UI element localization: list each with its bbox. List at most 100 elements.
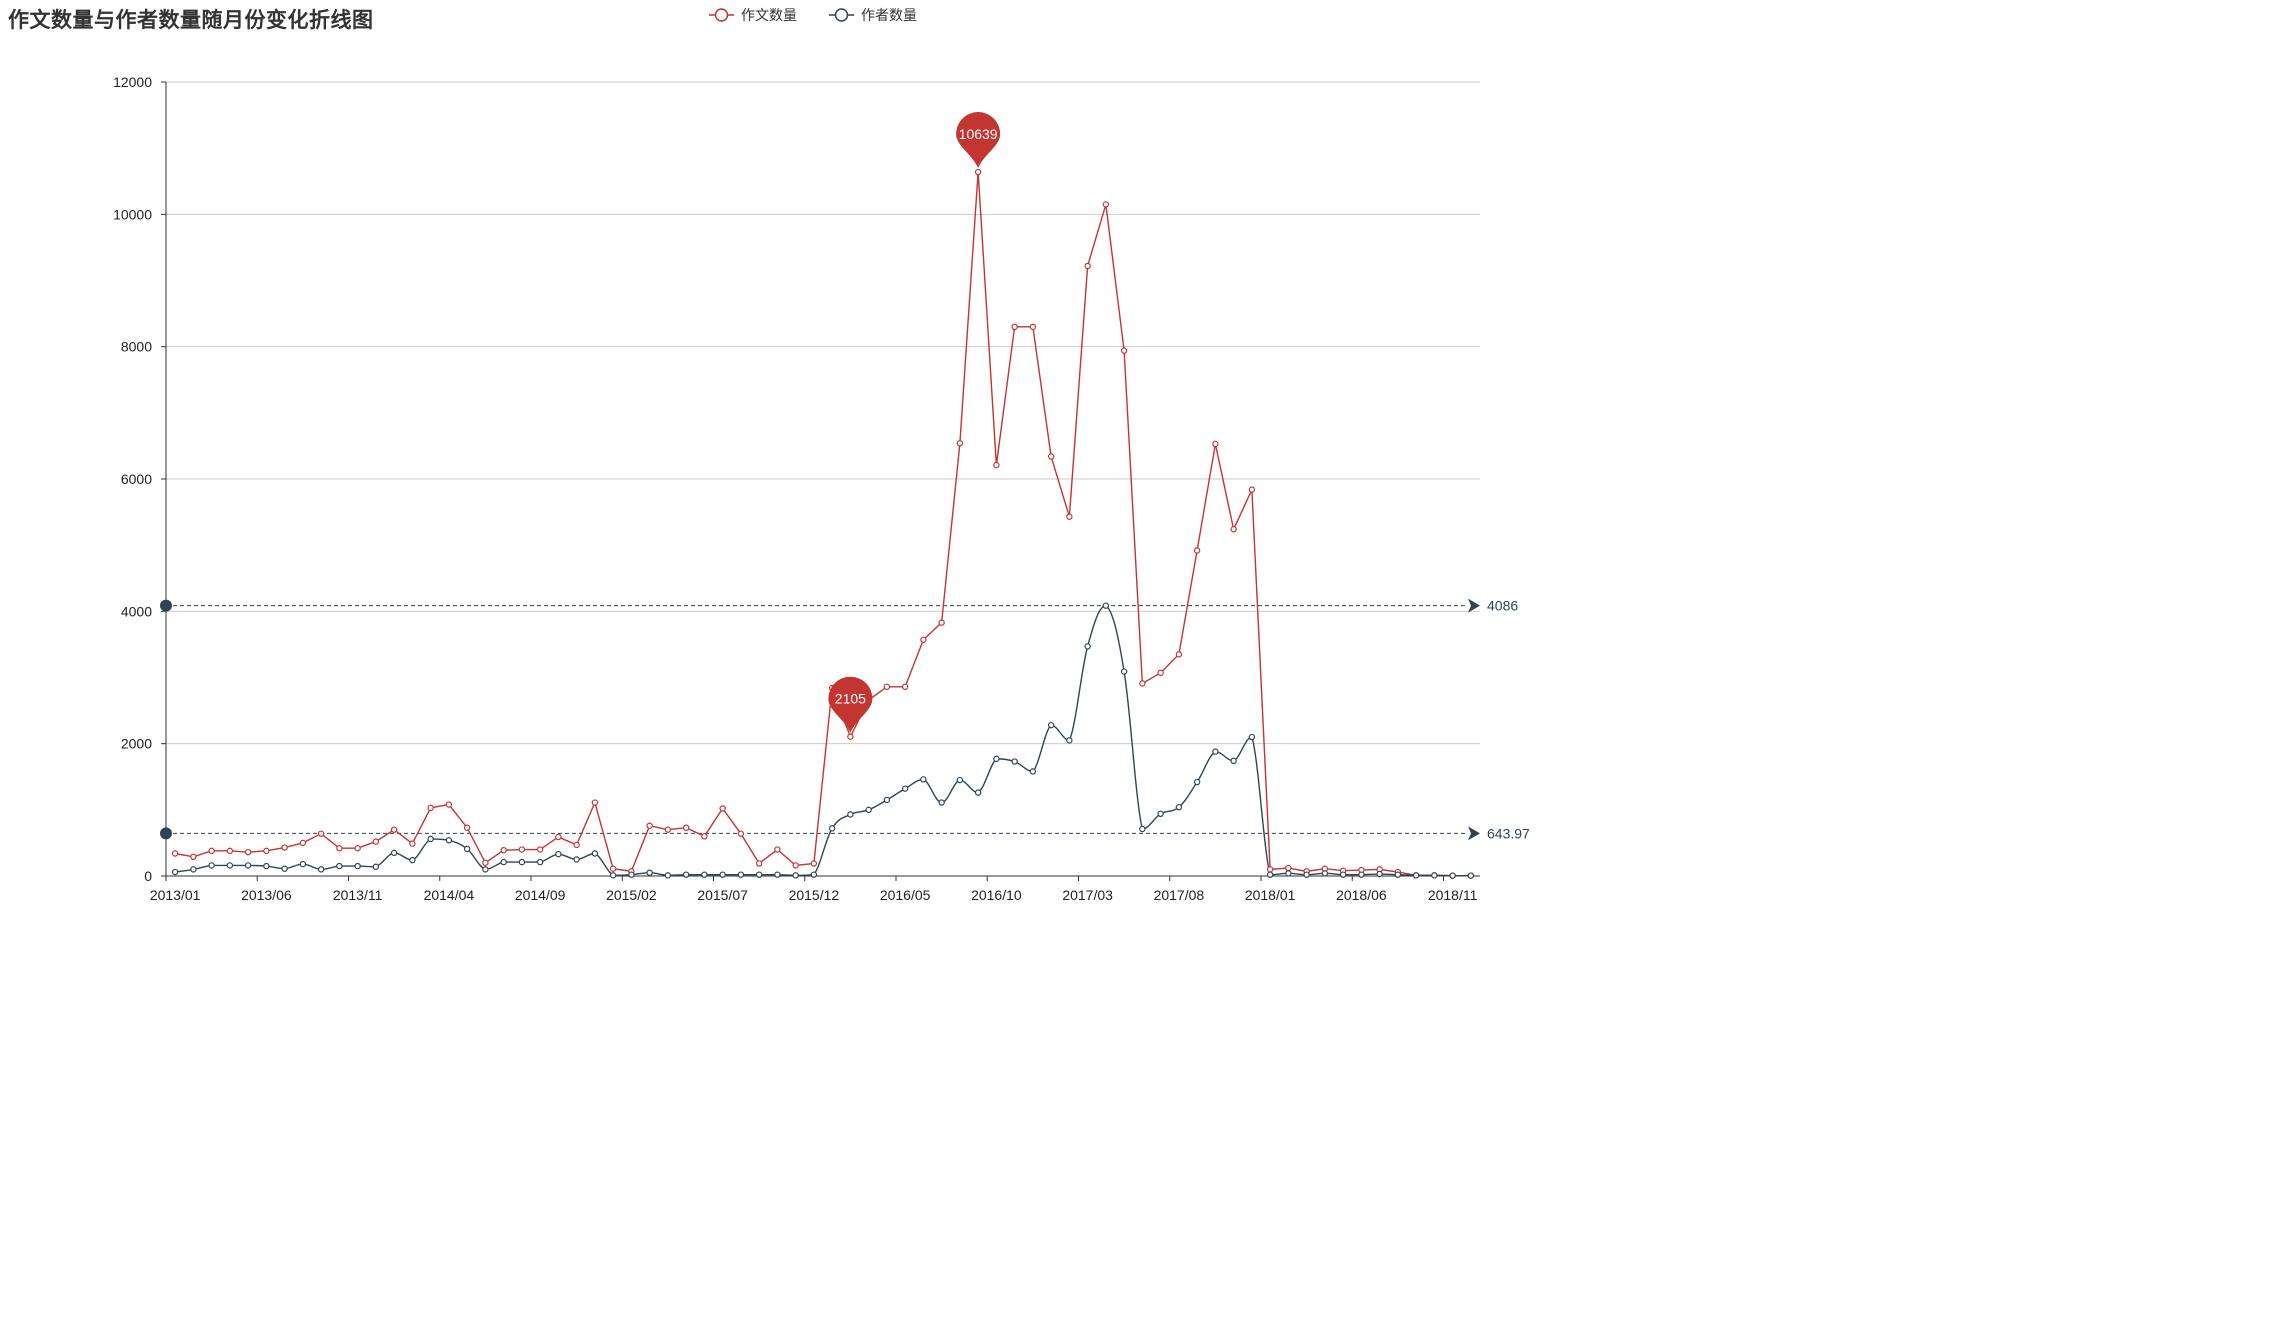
data-point[interactable] — [755, 860, 763, 867]
data-point[interactable] — [865, 806, 872, 814]
data-point[interactable] — [171, 868, 179, 876]
legend-item-2[interactable]: 作者数量 — [829, 8, 917, 24]
data-point[interactable] — [591, 799, 599, 806]
data-point[interactable] — [1449, 872, 1456, 879]
data-point[interactable] — [682, 824, 690, 831]
data-point[interactable] — [244, 848, 252, 856]
data-point[interactable] — [956, 440, 964, 447]
data-point[interactable] — [336, 845, 343, 852]
data-point[interactable] — [1303, 871, 1310, 878]
data-point[interactable] — [883, 796, 891, 804]
data-point[interactable] — [463, 824, 471, 831]
data-point[interactable] — [1066, 513, 1073, 520]
data-point[interactable] — [1358, 871, 1365, 878]
data-point[interactable] — [609, 865, 617, 872]
data-point[interactable] — [299, 839, 307, 847]
legend-item-1[interactable]: 作文数量 — [709, 8, 797, 24]
data-point[interactable] — [646, 869, 653, 876]
data-point[interactable] — [646, 822, 653, 829]
data-point[interactable] — [208, 862, 215, 869]
data-point[interactable] — [1066, 737, 1073, 744]
data-point[interactable] — [1212, 440, 1219, 448]
data-point[interactable] — [482, 866, 489, 873]
data-point[interactable] — [1011, 323, 1018, 331]
data-point[interactable] — [1212, 748, 1219, 755]
data-point[interactable] — [1029, 768, 1037, 775]
data-point[interactable] — [974, 789, 982, 796]
data-point[interactable] — [1047, 453, 1055, 460]
data-point[interactable] — [372, 838, 380, 845]
data-point[interactable] — [536, 846, 544, 853]
data-point[interactable] — [1376, 870, 1383, 878]
data-point[interactable] — [1193, 778, 1201, 786]
data-point[interactable] — [737, 871, 745, 878]
data-point[interactable] — [1084, 262, 1091, 270]
data-point[interactable] — [1285, 864, 1292, 872]
data-point[interactable] — [901, 683, 909, 690]
data-point[interactable] — [390, 849, 398, 857]
data-point[interactable] — [974, 168, 982, 176]
data-point[interactable] — [299, 860, 307, 868]
data-point[interactable] — [536, 858, 544, 866]
data-point[interactable] — [719, 871, 726, 878]
data-point[interactable] — [263, 862, 270, 870]
data-point[interactable] — [500, 858, 507, 866]
data-point[interactable] — [317, 830, 325, 837]
data-point[interactable] — [1248, 486, 1256, 493]
data-point[interactable] — [427, 804, 434, 812]
data-point[interactable] — [938, 799, 945, 806]
data-point[interactable] — [1084, 643, 1091, 650]
data-point[interactable] — [591, 850, 599, 857]
data-point[interactable] — [171, 850, 179, 857]
mark-point-pin[interactable] — [828, 676, 873, 733]
data-point[interactable] — [1157, 669, 1164, 677]
data-point[interactable] — [664, 826, 672, 833]
data-point[interactable] — [774, 846, 781, 853]
data-point[interactable] — [810, 860, 818, 867]
data-point[interactable] — [1321, 870, 1329, 877]
data-point[interactable] — [1266, 871, 1274, 878]
data-point[interactable] — [628, 871, 635, 878]
data-point[interactable] — [993, 755, 1000, 763]
data-point[interactable] — [445, 801, 453, 808]
data-point[interactable] — [1230, 757, 1237, 765]
data-point[interactable] — [847, 811, 854, 818]
data-point[interactable] — [500, 846, 507, 854]
data-point[interactable] — [208, 847, 215, 855]
data-point[interactable] — [409, 840, 416, 847]
data-point[interactable] — [920, 636, 927, 643]
data-point[interactable] — [792, 862, 799, 869]
data-point[interactable] — [445, 837, 453, 844]
data-point[interactable] — [664, 872, 672, 879]
data-point[interactable] — [883, 683, 891, 690]
data-point[interactable] — [372, 863, 380, 870]
data-point[interactable] — [755, 871, 763, 878]
data-point[interactable] — [555, 850, 562, 858]
data-point[interactable] — [1102, 201, 1110, 208]
data-point[interactable] — [920, 776, 927, 783]
data-point[interactable] — [737, 830, 745, 837]
data-point[interactable] — [354, 845, 361, 852]
data-point[interactable] — [226, 862, 234, 869]
data-point[interactable] — [1102, 602, 1110, 609]
data-point[interactable] — [1467, 872, 1475, 879]
data-point[interactable] — [244, 862, 252, 869]
data-point[interactable] — [938, 619, 945, 626]
data-point[interactable] — [317, 866, 325, 873]
data-point[interactable] — [281, 865, 288, 872]
data-point[interactable] — [701, 833, 708, 840]
data-point[interactable] — [281, 844, 288, 851]
data-point[interactable] — [1339, 871, 1347, 878]
data-point[interactable] — [463, 845, 471, 853]
data-point[interactable] — [573, 856, 580, 863]
data-point[interactable] — [719, 805, 726, 812]
data-point[interactable] — [1029, 323, 1037, 331]
data-point[interactable] — [226, 847, 234, 855]
data-point[interactable] — [701, 871, 708, 878]
data-point[interactable] — [482, 859, 489, 866]
data-point[interactable] — [901, 785, 909, 792]
data-point[interactable] — [609, 872, 617, 879]
data-point[interactable] — [1431, 872, 1438, 879]
data-point[interactable] — [956, 776, 964, 784]
data-point[interactable] — [828, 825, 836, 832]
